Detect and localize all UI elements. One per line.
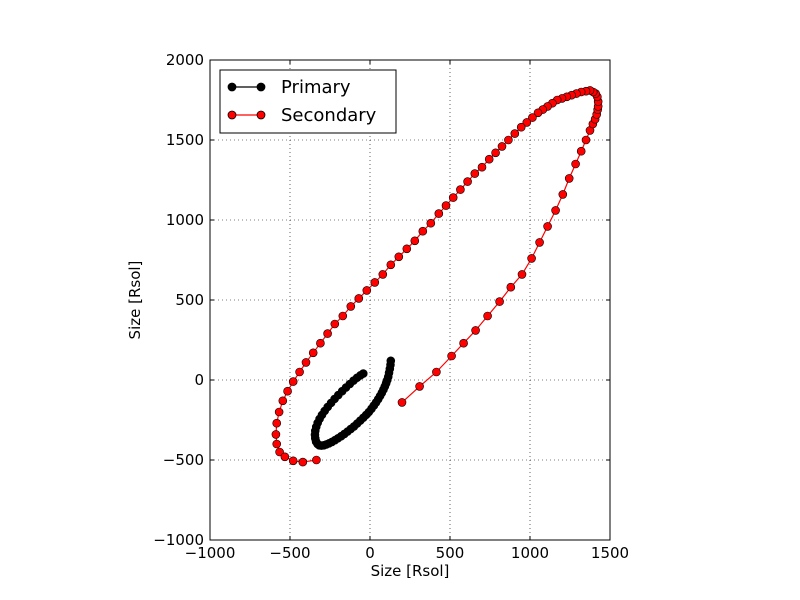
data-point-secondary <box>415 382 424 391</box>
axis-ticks: −1000 −500 0 500 1000 1500 −1000 −500 0 500 1000 15… <box>153 51 629 562</box>
data-point-secondary <box>447 351 456 361</box>
data-point-secondary <box>516 122 526 132</box>
data-point-secondary <box>448 193 458 202</box>
data-point-secondary <box>402 244 412 254</box>
data-point-secondary <box>533 108 543 118</box>
data-point-secondary <box>483 311 492 321</box>
data-point-secondary <box>278 396 288 406</box>
series-primary <box>310 356 396 450</box>
data-point-secondary <box>522 118 532 127</box>
data-point-secondary <box>576 146 586 156</box>
data-point-secondary <box>418 226 428 236</box>
x-tick-label: 500 <box>436 544 465 562</box>
data-point-secondary <box>410 236 420 246</box>
data-point-secondary <box>477 162 487 172</box>
data-point-secondary <box>271 430 281 439</box>
data-point-secondary <box>288 377 298 386</box>
data-point-secondary <box>470 169 480 178</box>
y-tick-label: −500 <box>163 451 204 469</box>
legend-primary-label: Primary <box>281 77 351 98</box>
data-point-secondary <box>272 439 282 449</box>
data-point-secondary <box>484 154 494 164</box>
data-point-secondary <box>495 297 504 306</box>
data-point-secondary <box>491 148 500 158</box>
x-axis-label: Size [Rsol] <box>371 562 450 580</box>
data-point-secondary <box>564 174 574 183</box>
data-point-secondary <box>330 319 340 329</box>
data-point-secondary <box>274 407 284 417</box>
data-point-secondary <box>497 142 507 151</box>
legend-secondary-marker-start <box>227 110 237 120</box>
data-point-secondary <box>283 386 292 396</box>
data-point-secondary <box>432 367 441 377</box>
legend-primary-marker-end <box>256 82 266 92</box>
data-point-secondary <box>338 311 348 321</box>
y-tick-label: 0 <box>194 371 204 389</box>
data-point-secondary <box>543 222 552 231</box>
x-tick-label: −1000 <box>185 544 236 562</box>
x-tick-label: −500 <box>269 544 310 562</box>
legend: Primary Secondary <box>219 69 397 134</box>
data-point-secondary <box>378 270 388 279</box>
data-point-secondary <box>298 457 308 467</box>
x-tick-label: 1500 <box>591 544 629 562</box>
data-point-secondary <box>558 190 568 199</box>
data-point-secondary <box>510 129 520 138</box>
data-point-secondary <box>471 326 480 335</box>
data-point-secondary <box>288 456 298 466</box>
data-point-secondary <box>504 135 513 145</box>
data-point-secondary <box>316 338 325 348</box>
data-point-secondary <box>459 338 468 348</box>
y-tick-label: 2000 <box>166 51 204 69</box>
data-point-secondary <box>463 177 472 186</box>
data-point-secondary <box>312 455 321 465</box>
grid <box>210 60 610 540</box>
data-point-secondary <box>527 254 536 263</box>
data-point-secondary <box>295 367 304 377</box>
data-point-secondary <box>354 294 364 303</box>
data-point-secondary <box>308 348 318 358</box>
data-point-secondary <box>506 282 516 292</box>
x-tick-label: 0 <box>365 544 375 562</box>
data-point-secondary <box>456 185 465 194</box>
data-point-secondary <box>272 418 282 428</box>
data-point-secondary <box>386 260 396 270</box>
x-tick-label: 1000 <box>511 544 549 562</box>
data-point-secondary <box>535 238 544 247</box>
data-point-secondary <box>517 270 527 279</box>
data-point-secondary <box>434 209 444 218</box>
data-point-secondary <box>323 329 332 338</box>
data-point-secondary <box>441 201 451 210</box>
legend-box <box>219 69 397 134</box>
data-point-secondary <box>581 135 591 145</box>
data-point-primary <box>358 369 368 378</box>
data-point-secondary <box>394 252 404 262</box>
y-axis-label: Size [Rsol] <box>126 261 144 340</box>
data-point-secondary <box>528 113 537 122</box>
data-point-secondary <box>571 159 580 169</box>
data-point-secondary <box>397 398 407 407</box>
y-tick-label: −1000 <box>153 531 204 549</box>
data-point-secondary <box>362 286 372 295</box>
y-tick-label: 1500 <box>166 131 204 149</box>
data-point-secondary <box>275 447 284 457</box>
legend-secondary-label: Secondary <box>281 105 377 126</box>
data-point-secondary <box>280 452 290 462</box>
data-point-secondary <box>301 358 311 367</box>
data-point-secondary <box>346 302 356 311</box>
data-point-secondary <box>426 218 436 228</box>
y-tick-label: 1000 <box>166 211 204 229</box>
data-point-secondary <box>370 278 380 287</box>
legend-secondary-marker-end <box>256 110 266 120</box>
series-secondary <box>271 86 603 467</box>
y-tick-label: 500 <box>175 291 204 309</box>
data-point-secondary <box>551 206 560 215</box>
legend-primary-marker-start <box>227 82 237 92</box>
plot-series <box>271 86 603 467</box>
